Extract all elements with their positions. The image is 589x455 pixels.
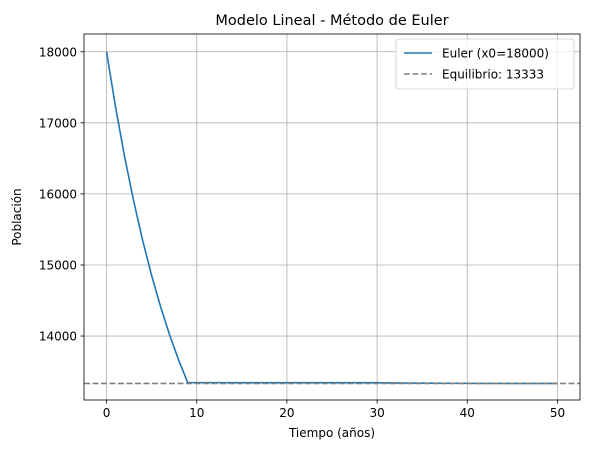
series-euler-line — [105, 51, 558, 385]
series-layer — [84, 51, 580, 385]
legend-label: Euler (x0=18000) — [442, 47, 549, 61]
grid — [84, 34, 580, 400]
x-tick-label: 0 — [103, 406, 111, 420]
y-axis-label: Población — [10, 188, 24, 245]
y-tick-label: 14000 — [39, 330, 77, 344]
legend: Euler (x0=18000) Equilibrio: 13333 — [395, 38, 575, 90]
chart-title: Modelo Lineal - Método de Euler — [215, 13, 448, 29]
x-axis: 0 10 20 30 40 50 — [103, 400, 565, 420]
y-axis: 14000 15000 16000 17000 18000 — [39, 45, 84, 344]
y-tick-label: 15000 — [39, 258, 77, 272]
x-tick-label: 50 — [550, 406, 565, 420]
x-axis-label: Tiempo (años) — [288, 426, 375, 440]
x-tick-label: 10 — [189, 406, 204, 420]
y-tick-label: 18000 — [39, 45, 77, 59]
legend-box — [395, 38, 575, 90]
legend-label: Equilibrio: 13333 — [442, 68, 544, 82]
y-tick-label: 17000 — [39, 116, 77, 130]
plot-frame — [83, 33, 581, 401]
y-tick-label: 16000 — [39, 187, 77, 201]
x-tick-label: 20 — [279, 406, 294, 420]
x-tick-label: 40 — [460, 406, 475, 420]
x-tick-label: 30 — [369, 406, 384, 420]
